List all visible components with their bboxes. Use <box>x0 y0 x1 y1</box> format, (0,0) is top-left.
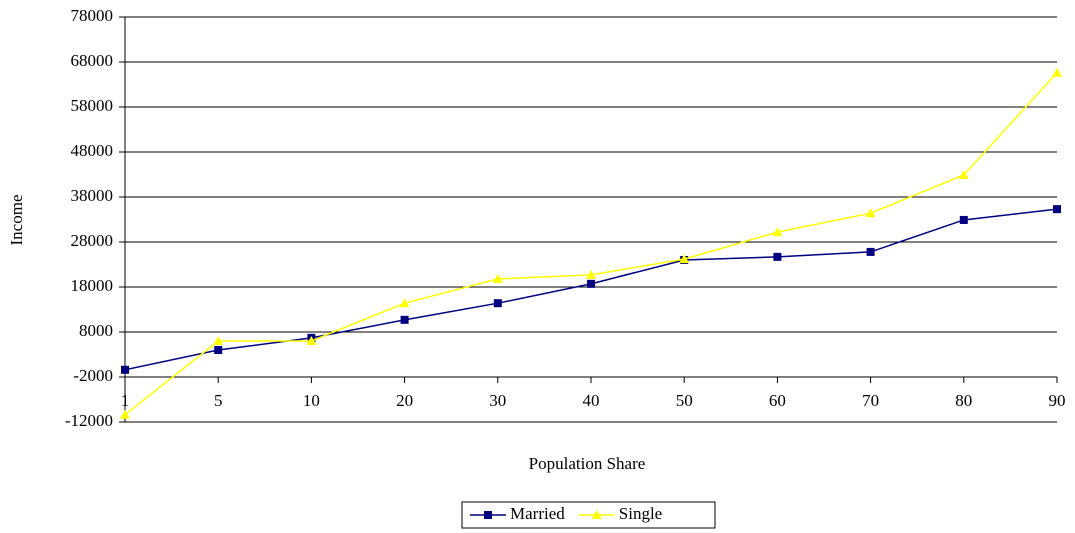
data-point <box>773 252 782 261</box>
x-tick-label: 40 <box>583 391 600 410</box>
legend-label: Married <box>510 504 565 523</box>
y-tick-label: -12000 <box>65 411 113 430</box>
legend-marker <box>591 510 602 519</box>
x-tick-label: 50 <box>676 391 693 410</box>
series-line <box>124 72 1058 416</box>
data-point <box>865 208 876 218</box>
data-point <box>679 254 690 264</box>
y-tick-label: 48000 <box>71 141 114 160</box>
x-tick-label: 60 <box>769 391 786 410</box>
y-tick-label: 38000 <box>71 186 114 205</box>
data-point <box>866 247 875 256</box>
legend-label: Single <box>619 504 662 523</box>
data-point <box>400 315 409 324</box>
y-tick-label: 78000 <box>71 6 114 25</box>
data-point <box>586 269 596 279</box>
data-point <box>1053 205 1061 214</box>
data-point <box>306 336 317 345</box>
data-point <box>958 169 969 179</box>
y-tick-label: 58000 <box>71 96 114 115</box>
y-tick-label: 18000 <box>71 276 114 295</box>
data-point <box>1052 67 1062 77</box>
data-point <box>121 365 129 374</box>
data-point <box>959 215 968 224</box>
data-point <box>492 273 503 283</box>
x-tick-label: 1 <box>121 391 130 410</box>
data-point <box>587 279 595 288</box>
data-point <box>772 227 783 237</box>
x-tick-label: 90 <box>1049 391 1066 410</box>
data-point <box>214 346 223 354</box>
data-point <box>120 409 130 419</box>
y-tick-label: 68000 <box>71 51 114 70</box>
y-tick-label: 8000 <box>79 321 113 340</box>
series-line <box>124 208 1058 371</box>
y-tick-label: -2000 <box>73 366 113 385</box>
x-tick-label: 80 <box>955 391 972 410</box>
y-axis-title: Income <box>7 195 26 246</box>
data-point <box>213 336 224 345</box>
data-point <box>493 299 502 308</box>
x-tick-label: 10 <box>303 391 320 410</box>
legend-marker <box>484 511 492 519</box>
x-axis-title: Population Share <box>529 454 646 473</box>
x-tick-label: 30 <box>489 391 506 410</box>
y-tick-label: 28000 <box>71 231 114 250</box>
x-tick-label: 5 <box>214 391 223 410</box>
x-tick-label: 20 <box>396 391 413 410</box>
x-tick-label: 70 <box>862 391 879 410</box>
data-point <box>399 298 410 308</box>
